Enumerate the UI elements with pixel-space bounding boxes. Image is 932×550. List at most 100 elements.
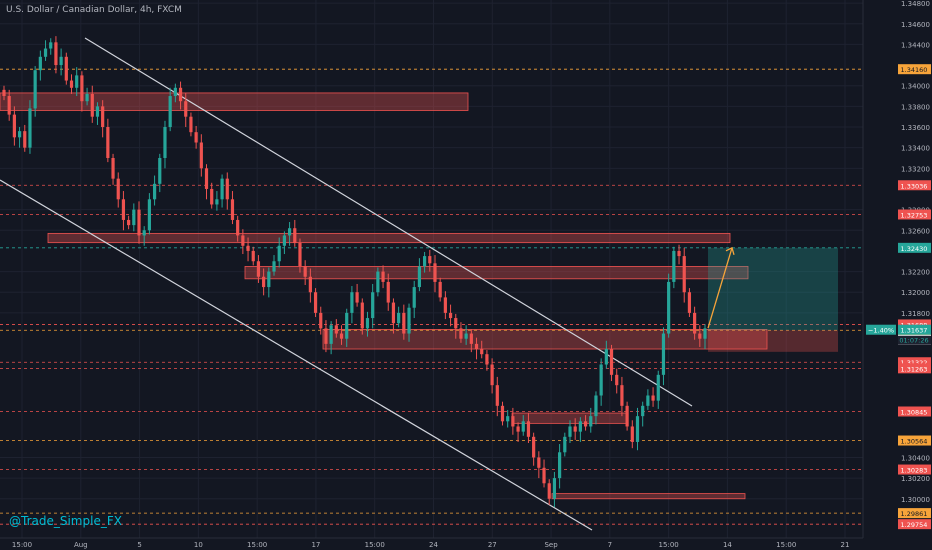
x-tick-label: 7 — [608, 541, 612, 549]
zone-4 — [322, 329, 768, 350]
candle-body — [38, 56, 42, 71]
watermark: @Trade_Simple_FX — [9, 514, 122, 528]
price-level-label — [898, 242, 931, 253]
candle-body — [225, 178, 229, 200]
candle-body — [376, 271, 380, 293]
candle-body — [646, 395, 650, 406]
candle-body — [667, 281, 671, 334]
price-level-label-text: 1.32753 — [901, 211, 928, 219]
candle-body — [95, 106, 100, 117]
candle-body — [563, 436, 567, 453]
candle-body — [609, 349, 614, 375]
candle-body — [152, 183, 157, 200]
y-tick-label: 1.32200 — [901, 269, 930, 277]
candle-body — [412, 287, 416, 308]
candle-body — [391, 302, 396, 324]
candle-body — [448, 312, 453, 319]
y-tick-label: 1.30200 — [901, 475, 930, 483]
price-level-label — [898, 435, 931, 446]
y-tick-label: 1.34800 — [901, 0, 930, 8]
candle-body — [630, 426, 634, 442]
candle-body — [106, 127, 110, 158]
candle-body — [339, 333, 344, 339]
price-level-label — [898, 64, 931, 75]
x-tick-label: Aug — [74, 541, 88, 549]
candle-body — [262, 276, 266, 288]
price-level-label-text: 1.33036 — [901, 182, 928, 190]
candle-body — [532, 436, 536, 458]
chart-title: U.S. Dollar / Canadian Dollar, 4h, FXCM — [6, 5, 182, 15]
candle-body — [397, 312, 401, 324]
candle-body — [526, 421, 531, 437]
candle-body — [386, 281, 390, 303]
candle-body — [656, 374, 660, 401]
candle-body — [241, 235, 245, 246]
trade-target-box — [708, 247, 838, 331]
x-tick-label: 27 — [488, 541, 497, 549]
candle-body — [215, 199, 219, 205]
candle-body — [334, 325, 338, 334]
countdown-box — [898, 335, 931, 345]
candle-body — [163, 127, 167, 158]
candle-body — [558, 452, 562, 479]
candle-body — [423, 256, 427, 267]
price-level-label-text: 1.34160 — [901, 66, 928, 74]
candle-body — [184, 101, 188, 117]
candle-body — [438, 281, 442, 298]
candle-body — [506, 416, 510, 422]
price-level-label — [898, 180, 931, 191]
candle-body — [485, 354, 489, 365]
candle-body — [443, 297, 447, 313]
candle-body — [459, 328, 463, 339]
candle-body — [267, 271, 271, 288]
candle-body — [651, 395, 655, 401]
x-tick-label: 24 — [429, 541, 438, 549]
candle-body — [402, 312, 406, 334]
candle-body — [682, 256, 686, 293]
candle-body — [495, 385, 499, 406]
y-tick-label: 1.33200 — [901, 165, 930, 173]
y-tick-label: 1.33400 — [901, 145, 930, 153]
candle-body — [578, 421, 582, 432]
price-level-label — [898, 209, 931, 220]
candle-body — [516, 426, 520, 432]
candle-body — [365, 318, 370, 329]
candle-body — [360, 302, 364, 329]
candle-body — [381, 271, 385, 282]
price-level-label-text: 1.31263 — [901, 365, 928, 373]
candle-body — [568, 426, 572, 437]
candle-body — [85, 93, 89, 102]
price-level-label-text: 1.29754 — [901, 521, 928, 529]
candle-body — [687, 292, 692, 313]
price-level-label — [898, 464, 931, 475]
candle-body — [199, 142, 203, 169]
candle-body — [12, 114, 16, 138]
candle-body — [17, 131, 22, 138]
candle-body — [693, 312, 697, 334]
candle-body — [625, 405, 629, 427]
candle-body — [641, 405, 645, 417]
candle-body — [469, 333, 473, 344]
candle-body — [428, 256, 432, 264]
candle-body — [407, 307, 411, 334]
candle-body — [80, 75, 84, 102]
price-level-label-text: 1.31322 — [901, 359, 928, 367]
candle-body — [454, 318, 458, 329]
candle-body — [64, 56, 68, 81]
candle-body — [480, 349, 484, 355]
candle-body — [490, 364, 494, 386]
y-tick-label: 1.32000 — [901, 289, 930, 297]
candle-body — [230, 199, 235, 220]
price-level-label-text: 1.29861 — [901, 510, 928, 518]
y-tick-label: 1.34600 — [901, 21, 930, 29]
x-tick-label: Sep — [544, 541, 558, 549]
candle-body — [189, 116, 193, 133]
x-tick-label: 17 — [311, 541, 320, 549]
y-tick-label: 1.34400 — [901, 41, 930, 49]
candle-body — [677, 250, 681, 257]
candle-body — [282, 235, 286, 246]
price-level-label — [898, 519, 931, 530]
candle-body — [256, 261, 261, 277]
